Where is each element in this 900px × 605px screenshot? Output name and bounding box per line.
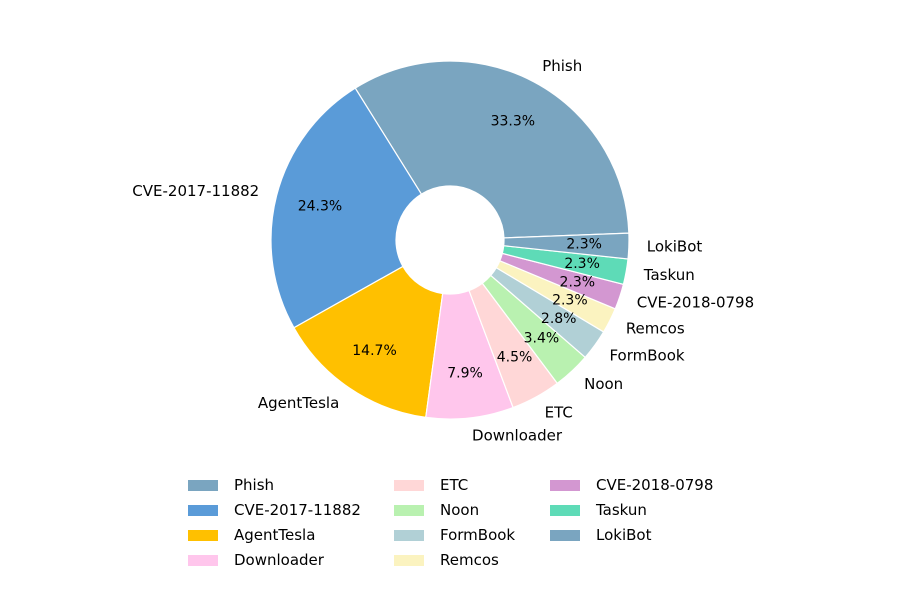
percent-label-remcos: 2.3% <box>552 292 588 308</box>
category-label-formbook: FormBook <box>609 347 684 365</box>
legend-swatch-cve-2018-0798 <box>550 480 580 491</box>
slice-lokibot <box>503 232 630 260</box>
legend-swatch-taskun <box>550 505 580 516</box>
legend-label-taskun: Taskun <box>595 501 647 519</box>
legend-label-formbook: FormBook <box>440 526 515 544</box>
slices-group <box>270 60 630 420</box>
percent-label-cve-2017-11882: 24.3% <box>298 199 342 215</box>
percent-labels-group: 33.3%24.3%14.7%7.9%4.5%3.4%2.8%2.3%2.3%2… <box>298 113 602 381</box>
legend-swatch-agenttesla <box>188 530 218 541</box>
category-label-phish: Phish <box>542 57 582 75</box>
legend-swatch-remcos <box>394 555 424 566</box>
legend-label-lokibot: LokiBot <box>596 526 652 544</box>
percent-label-agenttesla: 14.7% <box>352 343 396 359</box>
legend-swatch-noon <box>394 505 424 516</box>
slice-agenttesla <box>293 265 444 419</box>
category-label-agenttesla: AgentTesla <box>258 394 339 412</box>
legend-label-etc: ETC <box>440 476 468 494</box>
percent-label-noon: 3.4% <box>524 330 560 346</box>
legend-swatch-etc <box>394 480 424 491</box>
category-label-etc: ETC <box>545 404 573 422</box>
percent-label-cve-2018-0798: 2.3% <box>560 275 596 291</box>
category-label-taskun: Taskun <box>643 266 695 284</box>
category-label-noon: Noon <box>584 375 623 393</box>
percent-label-lokibot: 2.3% <box>566 237 602 253</box>
legend-label-remcos: Remcos <box>440 551 499 569</box>
category-label-remcos: Remcos <box>626 320 685 338</box>
legend-label-downloader: Downloader <box>234 551 325 569</box>
legend: Phish CVE-2017-11882 AgentTesla Downloader E… <box>188 476 713 569</box>
legend-label-cve-2017-11882: CVE-2017-11882 <box>234 501 361 519</box>
category-label-downloader: Downloader <box>472 427 563 445</box>
legend-swatch-formbook <box>394 530 424 541</box>
slice-cve-2017-11882 <box>270 87 423 329</box>
legend-label-cve-2018-0798: CVE-2018-0798 <box>596 476 713 494</box>
percent-label-formbook: 2.8% <box>541 311 577 327</box>
category-labels-group: Phish CVE-2017-11882 AgentTesla Downloader E… <box>132 57 754 445</box>
legend-label-agenttesla: AgentTesla <box>234 526 315 544</box>
category-label-lokibot: LokiBot <box>647 238 703 256</box>
legend-swatch-lokibot <box>550 530 580 541</box>
category-label-cve-2017-11882: CVE-2017-11882 <box>132 182 259 200</box>
category-label-cve-2018-0798: CVE-2018-0798 <box>637 293 754 311</box>
legend-swatch-phish <box>188 480 218 491</box>
percent-label-taskun: 2.3% <box>564 256 600 272</box>
percent-label-downloader: 7.9% <box>447 365 483 381</box>
legend-label-noon: Noon <box>440 501 479 519</box>
slice-phish <box>354 60 630 239</box>
legend-label-phish: Phish <box>234 476 274 494</box>
legend-swatch-cve-2017-11882 <box>188 505 218 516</box>
percent-label-phish: 33.3% <box>491 113 535 129</box>
legend-swatch-downloader <box>188 555 218 566</box>
percent-label-etc: 4.5% <box>497 350 533 366</box>
